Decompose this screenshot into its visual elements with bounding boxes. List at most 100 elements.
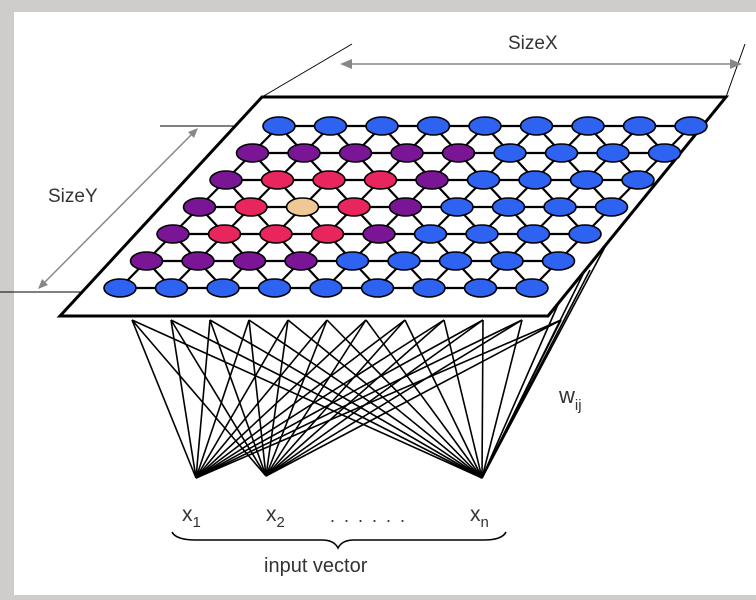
neuron-node xyxy=(519,116,554,136)
neuron-node xyxy=(621,170,655,190)
size-y-arrow-line xyxy=(39,129,197,288)
weight-connection xyxy=(195,319,445,479)
neuron-node xyxy=(438,251,473,271)
neuron-node xyxy=(441,143,476,163)
size-x-extension xyxy=(261,43,353,98)
neuron-node xyxy=(571,116,605,136)
weight-connection xyxy=(209,319,267,477)
size-y-label: SizeY xyxy=(48,186,98,207)
neuron-node xyxy=(260,170,295,190)
neuron-node xyxy=(647,143,682,163)
weight-connection xyxy=(195,319,406,479)
neuron-node xyxy=(310,224,345,244)
neuron-node xyxy=(515,278,549,298)
neuron-node xyxy=(568,224,602,244)
neuron-node xyxy=(312,170,346,190)
input-symbol: x xyxy=(182,503,193,526)
neuron-node xyxy=(284,251,318,271)
neuron-node xyxy=(463,278,498,298)
neuron-node xyxy=(416,116,451,136)
neuron-node xyxy=(365,116,399,136)
neuron-node xyxy=(490,251,524,271)
weight-connection xyxy=(195,319,367,479)
weight-connection xyxy=(265,319,289,477)
neuron-node xyxy=(232,251,267,271)
neuron-node xyxy=(466,170,501,190)
neuron-node xyxy=(387,251,421,271)
neuron-node xyxy=(596,143,630,163)
weight-connection xyxy=(265,319,406,477)
weight-connection xyxy=(170,319,267,477)
weight-connection xyxy=(404,319,483,479)
neuron-node xyxy=(103,278,137,298)
weight-connection xyxy=(265,319,445,477)
weight-connection xyxy=(481,239,601,479)
weight-connection xyxy=(170,319,197,479)
weight-connection xyxy=(195,319,484,479)
weight-connection xyxy=(265,319,562,477)
input-brace xyxy=(171,531,507,550)
weight-connection xyxy=(326,319,483,479)
weight-connection xyxy=(481,299,561,479)
neuron-node xyxy=(491,197,526,217)
neuron-node xyxy=(313,116,348,136)
neuron-node xyxy=(156,224,190,244)
neuron-node xyxy=(363,170,398,190)
neuron-node xyxy=(257,278,292,298)
weight-connection xyxy=(365,319,483,479)
neuron-node xyxy=(388,197,423,217)
neuron-node xyxy=(674,116,708,136)
neuron-node xyxy=(309,278,343,298)
neuron-grid xyxy=(103,116,708,298)
neuron-node xyxy=(234,197,268,217)
size-y-arrowhead xyxy=(188,128,198,138)
weight-connection xyxy=(481,319,484,479)
weight-connection xyxy=(195,319,250,479)
neuron-node xyxy=(413,224,448,244)
neuron-node xyxy=(182,197,217,217)
size-x-extension xyxy=(725,43,746,98)
dimension-lines xyxy=(0,43,746,293)
neuron-node xyxy=(543,197,577,217)
size-x-arrowhead xyxy=(730,59,742,69)
size-x-arrowhead xyxy=(340,59,352,69)
weight-connection xyxy=(248,319,483,479)
neuron-node xyxy=(362,224,396,244)
neuron-node xyxy=(569,170,604,190)
neuron-node xyxy=(285,197,320,217)
neuron-node xyxy=(493,143,527,163)
neuron-node xyxy=(541,251,576,271)
neuron-node xyxy=(516,224,551,244)
weight-connection xyxy=(265,319,328,477)
weight-subscript: ij xyxy=(574,397,582,414)
neuron-node xyxy=(262,116,296,136)
neuron-node xyxy=(287,143,321,163)
weight-connection xyxy=(131,319,267,477)
neuron-node xyxy=(390,143,424,163)
neuron-node xyxy=(622,116,657,136)
weight-label: wij xyxy=(559,383,582,414)
neuron-node xyxy=(207,224,242,244)
neuron-node xyxy=(335,251,370,271)
weight-connection xyxy=(195,319,211,479)
best-matching-neuron xyxy=(337,197,371,217)
neuron-node xyxy=(415,170,449,190)
input-subscript: 2 xyxy=(276,514,285,531)
weight-symbol: w xyxy=(559,383,575,408)
weight-connection xyxy=(248,319,267,477)
input-symbol: x xyxy=(470,503,481,526)
neuron-node xyxy=(154,278,189,298)
neuron-node xyxy=(468,116,502,136)
weight-connection xyxy=(287,319,483,479)
size-x-label: SizeX xyxy=(508,33,558,54)
neuron-node xyxy=(206,278,240,298)
left-gray-strip xyxy=(0,0,14,595)
input-x1: x1 xyxy=(182,503,201,531)
neuron-node xyxy=(360,278,395,298)
neuron-node xyxy=(412,278,446,298)
weight-connection xyxy=(195,319,328,479)
input-vector-caption: input vector xyxy=(264,555,368,577)
input-subscript: n xyxy=(480,514,489,531)
weight-connections xyxy=(131,214,623,479)
